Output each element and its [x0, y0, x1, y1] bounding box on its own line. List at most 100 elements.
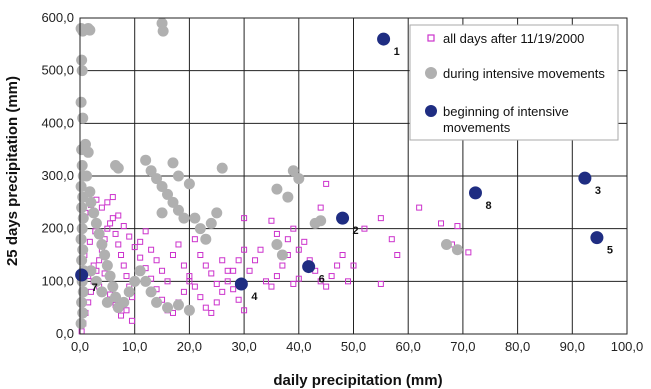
- x-tick-label: 100,0: [611, 339, 644, 354]
- all-days-point: [416, 204, 423, 211]
- all-days-point: [394, 252, 401, 258]
- intensive-point: [110, 291, 122, 303]
- all-days-point: [197, 294, 204, 301]
- all-days-point: [202, 304, 209, 311]
- intensive-point: [77, 212, 89, 224]
- intensive-point: [271, 183, 283, 195]
- intensive-point: [183, 304, 195, 316]
- all-days-point: [208, 270, 215, 277]
- intensive-point: [76, 223, 88, 235]
- beginning-point-label: 5: [607, 245, 613, 257]
- beginning-point-label: 7: [92, 282, 98, 294]
- intensive-point: [200, 233, 212, 245]
- intensive-point: [96, 238, 108, 250]
- intensive-point: [81, 170, 93, 182]
- x-tick-label: 20,0: [177, 339, 202, 354]
- all-days-point: [169, 309, 176, 316]
- all-days-point: [86, 238, 93, 245]
- intensive-point: [172, 299, 184, 311]
- intensive-point: [151, 173, 163, 185]
- all-days-point: [96, 257, 103, 264]
- intensive-point: [90, 275, 102, 287]
- intensive-point: [123, 286, 135, 298]
- intensive-point: [96, 286, 108, 298]
- intensive-point: [162, 302, 174, 314]
- series-intensive: [75, 17, 463, 329]
- all-days-point: [213, 299, 220, 306]
- x-tick-label: 80,0: [505, 339, 530, 354]
- all-days-point: [148, 246, 155, 253]
- legend-box: [409, 24, 619, 141]
- beginning-point: [234, 277, 248, 291]
- intensive-point: [282, 191, 294, 203]
- intensive-point: [76, 202, 88, 214]
- intensive-point: [85, 196, 97, 208]
- all-days-point: [454, 223, 461, 230]
- intensive-point: [88, 207, 100, 219]
- legend-marker-all-days: [427, 34, 435, 42]
- beginning-point-label: 1: [394, 46, 400, 58]
- all-days-point: [317, 278, 324, 285]
- intensive-point: [162, 188, 174, 200]
- series-beginning: 1 3 5 8 2 6 4 7: [75, 32, 613, 303]
- y-tick-label: 400,0: [41, 115, 74, 130]
- all-days-point: [104, 199, 111, 206]
- intensive-point: [75, 96, 87, 108]
- intensive-point: [75, 233, 87, 245]
- all-days-point: [159, 267, 166, 274]
- intensive-point: [178, 212, 190, 224]
- all-days-point: [257, 246, 264, 253]
- all-days-point: [120, 262, 127, 269]
- all-days-point: [191, 283, 198, 290]
- intensive-point: [112, 162, 124, 174]
- x-tick-label: 0,0: [71, 339, 89, 354]
- all-days-point: [118, 312, 125, 319]
- legend-marker-beginning: [425, 105, 437, 117]
- beginning-point-label: 8: [485, 200, 491, 212]
- legend-label-all-days: all days after 11/19/2000: [443, 31, 584, 46]
- beginning-point: [468, 186, 482, 200]
- y-tick-label: 200,0: [41, 221, 74, 236]
- intensive-point: [194, 223, 206, 235]
- all-days-point: [235, 296, 242, 303]
- beginning-point-label: 6: [319, 274, 325, 286]
- intensive-point: [129, 275, 141, 287]
- all-days-point: [142, 228, 149, 235]
- intensive-point: [85, 265, 97, 277]
- intensive-point: [93, 228, 105, 240]
- x-tick-label: 60,0: [396, 339, 421, 354]
- y-tick-label: 500,0: [41, 63, 74, 78]
- all-days-point: [230, 286, 237, 293]
- intensive-point: [77, 244, 89, 256]
- all-days-point: [295, 275, 302, 282]
- beginning-point: [578, 171, 592, 185]
- all-days-point: [345, 278, 352, 285]
- all-days-point: [131, 244, 138, 251]
- intensive-point: [140, 154, 152, 166]
- all-days-point: [290, 225, 297, 232]
- intensive-point: [293, 173, 305, 185]
- y-tick-label: 600,0: [41, 10, 74, 25]
- all-days-point: [112, 230, 119, 237]
- all-days-point: [301, 238, 308, 245]
- y-tick-labels: 0,0 100,0 200,0 300,0 400,0 500,0 600,0: [41, 10, 74, 341]
- all-days-point: [241, 215, 248, 222]
- all-days-point: [241, 246, 248, 253]
- all-days-point: [219, 257, 226, 264]
- all-days-point: [273, 230, 280, 237]
- intensive-point: [157, 25, 169, 37]
- all-days-point: [268, 217, 275, 224]
- x-tick-labels: 0,0 10,0 20,0 30,0 40,0 50,0 60,0 70,0 80,0 90,0 1…: [71, 339, 643, 354]
- intensive-point: [172, 204, 184, 216]
- intensive-point: [84, 186, 96, 198]
- all-days-point: [465, 249, 472, 256]
- all-days-point: [169, 252, 176, 258]
- x-tick-label: 70,0: [450, 339, 475, 354]
- intensive-point: [140, 275, 152, 287]
- all-days-point: [115, 212, 122, 219]
- intensive-point: [101, 260, 113, 272]
- all-days-point: [213, 280, 220, 287]
- x-tick-label: 50,0: [341, 339, 366, 354]
- intensive-point: [156, 207, 168, 219]
- all-days-point: [323, 283, 330, 290]
